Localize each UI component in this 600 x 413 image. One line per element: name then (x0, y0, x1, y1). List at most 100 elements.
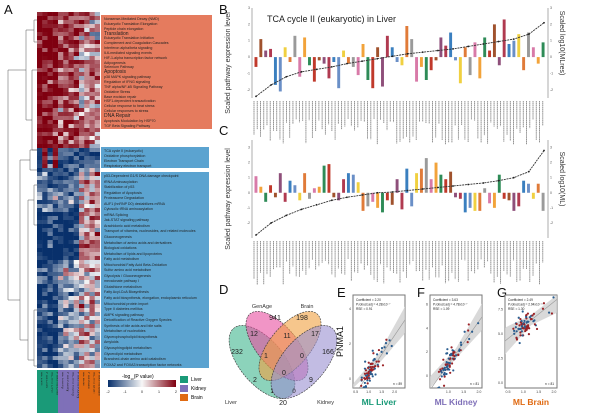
heatmap-cell (94, 132, 100, 137)
data-point (529, 317, 533, 321)
heatmap-cell (84, 124, 90, 129)
heatmap-cell (84, 208, 90, 213)
heatmap-cell (42, 60, 48, 65)
heatmap-cell (47, 360, 53, 365)
heatmap-cell (37, 36, 43, 41)
data-point (542, 302, 546, 305)
heatmap-cell (94, 248, 100, 253)
trend-point (346, 196, 348, 199)
heatmap-cell (68, 236, 74, 241)
heatmap-cell (94, 344, 100, 349)
heatmap-cell (52, 32, 59, 37)
confidence-band (353, 306, 405, 388)
heatmap-cell (68, 328, 74, 333)
pathway-label: Glycerolipid metabolism (104, 351, 143, 356)
heatmap-cell (47, 60, 53, 65)
heatmap-cell (94, 180, 100, 185)
heatmap-cell (63, 32, 69, 37)
heatmap-cell (58, 348, 64, 353)
bar (351, 57, 355, 67)
bar (473, 42, 477, 58)
data-point (367, 370, 370, 373)
heatmap-cell (68, 96, 74, 101)
x-tick: 2.0 (392, 390, 397, 394)
heatmap-cell (37, 264, 43, 269)
heatmap-cell (37, 168, 43, 173)
heatmap-cell (63, 68, 69, 73)
pathway-label: IL6-mediated signaling events (104, 50, 152, 55)
heatmap-cell (89, 16, 95, 21)
data-point (443, 375, 446, 378)
data-point (528, 327, 531, 330)
heatmap-cell (63, 76, 69, 81)
data-point (459, 341, 463, 344)
data-point (547, 311, 551, 314)
cluster-box-mitochondrial: TCA cycle II (eukaryotic) Oxidative phosp… (101, 147, 209, 168)
y-tick-left: 1 (248, 39, 250, 43)
heatmap-cell (63, 108, 69, 113)
heatmap-cell (52, 204, 59, 209)
heatmap-cell (73, 44, 80, 49)
heatmap-cell (73, 92, 80, 97)
plot-area (505, 295, 557, 355)
heatmap-cell (42, 300, 48, 305)
heatmap-cell (63, 60, 69, 65)
trend-point (527, 33, 530, 36)
heatmap-cell (89, 316, 95, 321)
data-point (363, 372, 367, 375)
heatmap-cell (89, 96, 95, 101)
y-tick: 2.5 (498, 357, 503, 361)
heatmap-cell (68, 248, 74, 253)
heatmap-cell (42, 72, 48, 77)
trend-point (497, 40, 500, 43)
trend-point (512, 38, 515, 40)
heatmap-cell (84, 100, 90, 105)
heatmap-cell (58, 284, 64, 289)
heatmap-cell (47, 20, 53, 25)
heatmap-cell (84, 320, 90, 325)
heatmap-cell (52, 144, 59, 149)
heatmap-cell (73, 76, 80, 81)
heatmap-cell (58, 56, 64, 61)
heatmap-cell (79, 284, 85, 289)
venn-count: 11 (283, 333, 290, 340)
heatmap-cell (63, 104, 69, 109)
heatmap-cell (47, 332, 53, 337)
heatmap-cell (89, 32, 95, 37)
heatmap-cell (68, 16, 74, 21)
data-point (367, 387, 369, 388)
heatmap-cell (52, 280, 59, 285)
heatmap-cell (79, 12, 85, 17)
heatmap-cell (84, 272, 90, 277)
heatmap-cell (94, 208, 100, 213)
y-tick-right: -1 (550, 71, 553, 75)
n-label: n = 81 (470, 382, 479, 386)
heatmap-cell (47, 268, 53, 273)
heatmap-cell (58, 36, 64, 41)
heatmap-cell (89, 200, 95, 205)
heatmap-cell (94, 292, 100, 297)
heatmap-cell (52, 328, 59, 333)
pathway-label: Jak-STAT signaling pathway (104, 218, 149, 223)
heatmap-cell (37, 308, 43, 313)
panel-label-c: C (219, 123, 229, 138)
heatmap-cell (73, 136, 80, 141)
heatmap-cell (63, 352, 69, 357)
bar (390, 192, 394, 205)
heatmap-cell (68, 36, 74, 41)
pathway-label: Glycosphingolipid metabolism (104, 345, 152, 350)
heatmap-cell (84, 364, 90, 368)
heatmap-cell (79, 340, 85, 345)
heatmap-cell (79, 52, 85, 57)
data-point (448, 365, 451, 368)
heatmap-cell (89, 180, 95, 185)
heatmap-cell (63, 172, 69, 177)
data-point (523, 319, 526, 323)
heatmap-cell (47, 124, 53, 129)
bar (405, 26, 409, 58)
heatmap-cell (63, 156, 69, 161)
heatmap-cell (89, 308, 95, 313)
heatmap-cell (63, 280, 69, 285)
data-point (448, 353, 452, 357)
heatmap-cell (84, 236, 90, 241)
